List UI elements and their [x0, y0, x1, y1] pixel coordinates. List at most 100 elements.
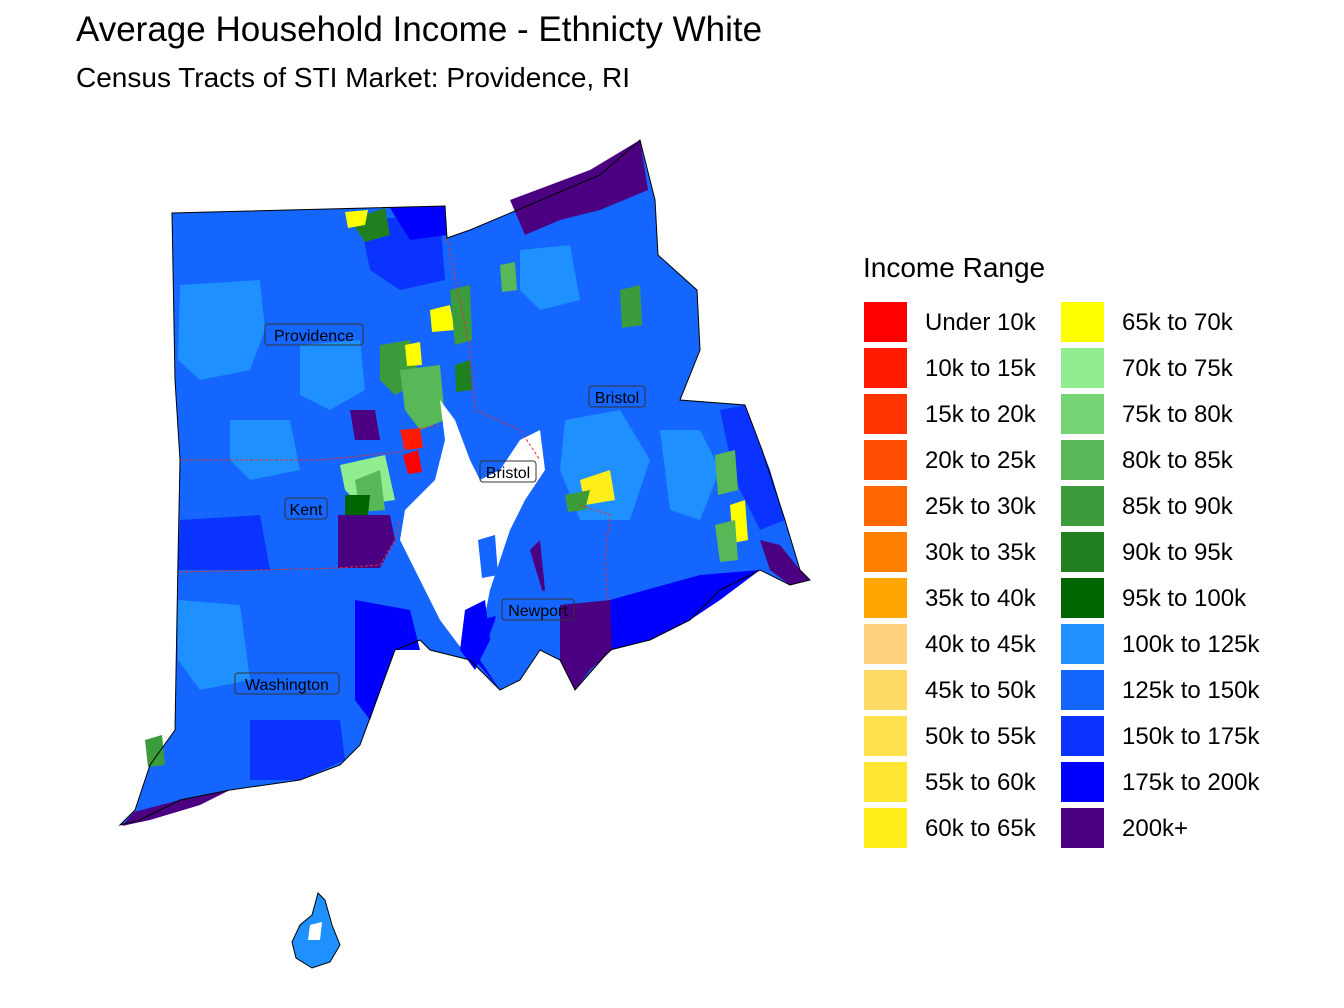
- tract-region-80-85k-d: [715, 520, 738, 562]
- legend-label: 70k to 75k: [1122, 355, 1233, 382]
- tract-region-60-65k-a: [580, 470, 615, 505]
- legend-swatch: [864, 393, 907, 437]
- legend-label: 100k to 125k: [1122, 631, 1260, 658]
- legend-item: 100k to 125k: [1061, 622, 1259, 668]
- legend-label: 80k to 85k: [1122, 447, 1233, 474]
- tract-region-10-15k-a: [400, 428, 423, 450]
- legend-swatch: [864, 531, 907, 575]
- tract-region-100-125k-c: [178, 600, 250, 690]
- legend-label: 15k to 20k: [925, 401, 1036, 428]
- legend-swatch: [864, 761, 907, 805]
- legend-label: 50k to 55k: [925, 723, 1036, 750]
- tract-region-100-125k-b: [300, 340, 365, 410]
- svg-text:Bristol: Bristol: [486, 465, 530, 482]
- legend-swatch: [864, 715, 907, 759]
- tract-region-100-125k-e: [660, 430, 720, 520]
- county-boundary-kent-washington: [179, 519, 401, 573]
- legend-label: 200k+: [1122, 815, 1189, 842]
- conanicut-island: [460, 600, 490, 670]
- tract-region-65-70k-b: [405, 342, 422, 366]
- tract-region-85-90k-b: [450, 285, 472, 345]
- narragansett-bay: [400, 400, 545, 660]
- legend-swatch: [1061, 439, 1104, 483]
- legend-item: 10k to 15k: [864, 346, 1036, 392]
- county-boundary-providence-kent: [180, 424, 441, 461]
- legend-swatch: [1061, 623, 1104, 667]
- legend-item: 75k to 80k: [1061, 392, 1259, 438]
- svg-text:Kent: Kent: [290, 502, 323, 519]
- legend-swatch: [1061, 347, 1104, 391]
- tract-region-150-175k-d: [720, 405, 785, 530]
- legend-swatch: [864, 347, 907, 391]
- county-label-providence: Providence: [264, 323, 364, 346]
- legend-label: 25k to 30k: [925, 493, 1036, 520]
- legend-swatch: [864, 439, 907, 483]
- legend-label: 55k to 60k: [925, 769, 1036, 796]
- tract-region-85-90k-e: [145, 735, 165, 767]
- legend-swatch: [864, 485, 907, 529]
- legend-item: 20k to 25k: [864, 438, 1036, 484]
- legend-label: 45k to 50k: [925, 677, 1036, 704]
- legend-item: 15k to 20k: [864, 392, 1036, 438]
- svg-text:Providence: Providence: [274, 328, 354, 345]
- block-island-pond: [308, 922, 322, 940]
- legend-item: 40k to 45k: [864, 622, 1036, 668]
- legend-swatch: [1061, 577, 1104, 621]
- map-title: Average Household Income - Ethnicty Whit…: [76, 10, 763, 49]
- tract-region-100-125k-a: [178, 280, 265, 380]
- legend-swatch: [864, 669, 907, 713]
- tract-region-65-70k-c: [345, 210, 368, 228]
- legend-item: 60k to 65k: [864, 806, 1036, 852]
- county-label-washington: Washington: [234, 672, 340, 695]
- legend-item: 125k to 150k: [1061, 668, 1259, 714]
- legend-swatch: [1061, 301, 1104, 345]
- tract-region-200k-plus-b: [338, 515, 395, 568]
- tract-region-175-200k-a: [355, 600, 420, 720]
- legend-item: 200k+: [1061, 806, 1259, 852]
- legend-label: 95k to 100k: [1122, 585, 1247, 612]
- legend-label: 40k to 45k: [925, 631, 1036, 658]
- legend-item: 85k to 90k: [1061, 484, 1259, 530]
- legend-label: 150k to 175k: [1122, 723, 1260, 750]
- tract-region-95-100k-a: [345, 495, 370, 515]
- legend-swatch: [1061, 393, 1104, 437]
- tract-region-85-90k-c: [565, 490, 590, 512]
- svg-text:Bristol: Bristol: [595, 390, 639, 407]
- legend-swatch: [864, 623, 907, 667]
- legend-column-1: Under 10k 10k to 15k 15k to 20k 20k to 2…: [864, 300, 1036, 852]
- legend-item: 90k to 95k: [1061, 530, 1259, 576]
- legend-item: 55k to 60k: [864, 760, 1036, 806]
- tract-region-90-95k-a: [350, 208, 390, 242]
- county-boundary-newport: [579, 504, 611, 601]
- legend-label: 60k to 65k: [925, 815, 1036, 842]
- county-label-bristol-ri: Bristol: [479, 460, 537, 483]
- tract-region-200k-plus-c: [560, 600, 612, 690]
- county-label-newport: Newport: [501, 598, 575, 621]
- legend-title: Income Range: [863, 252, 1046, 283]
- legend-item: 150k to 175k: [1061, 714, 1259, 760]
- legend-item: 175k to 200k: [1061, 760, 1259, 806]
- legend-label: 10k to 15k: [925, 355, 1036, 382]
- svg-text:Newport: Newport: [508, 603, 568, 620]
- legend-swatch: [864, 577, 907, 621]
- svg-text:Washington: Washington: [245, 677, 329, 694]
- legend-label: 75k to 80k: [1122, 401, 1233, 428]
- legend-swatch: [1061, 807, 1104, 851]
- tract-region-150-175k-b: [178, 515, 270, 570]
- tract-region-175-200k-c: [390, 206, 447, 240]
- legend-swatch: [864, 807, 907, 851]
- tract-region-under-10k-a: [403, 450, 422, 474]
- map-subtitle: Census Tracts of STI Market: Providence,…: [76, 62, 630, 93]
- legend-label: 30k to 35k: [925, 539, 1036, 566]
- legend-label: 65k to 70k: [1122, 309, 1233, 336]
- legend-label: 85k to 90k: [1122, 493, 1233, 520]
- legend-item: 65k to 70k: [1061, 300, 1259, 346]
- legend-label: 125k to 150k: [1122, 677, 1260, 704]
- legend-swatch: [1061, 485, 1104, 529]
- legend-item: 45k to 50k: [864, 668, 1036, 714]
- tract-region-85-90k-d: [620, 285, 642, 328]
- legend-label: 35k to 40k: [925, 585, 1036, 612]
- legend-swatch: [1061, 531, 1104, 575]
- tract-region-80-85k-a: [400, 365, 445, 430]
